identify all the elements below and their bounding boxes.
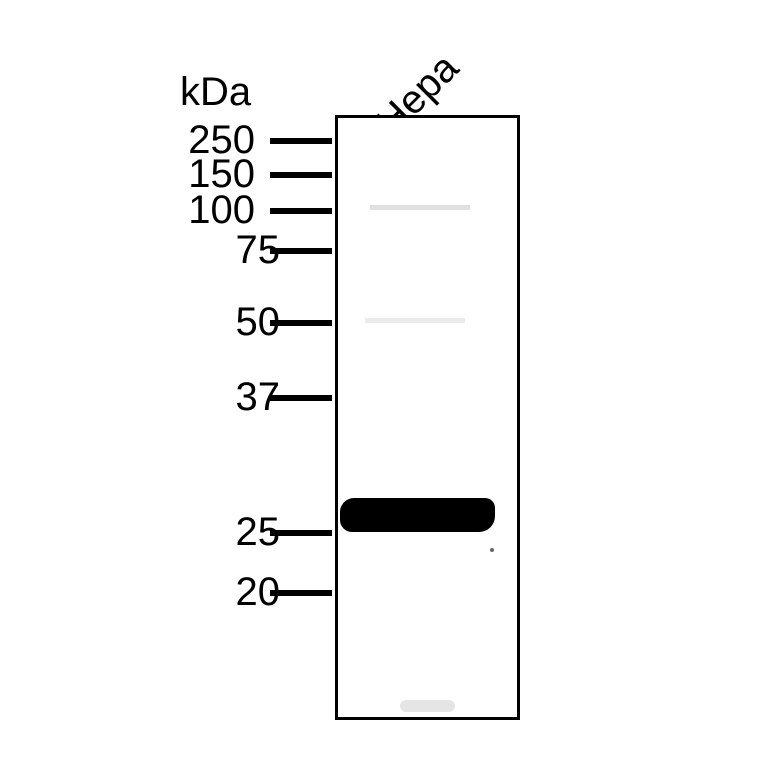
- marker-label: 20: [190, 570, 280, 615]
- axis-unit-label: kDa: [180, 70, 251, 115]
- marker-tick: [270, 530, 332, 536]
- protein-band-faint: [365, 318, 465, 323]
- marker-tick: [270, 590, 332, 596]
- smudge: [400, 700, 455, 712]
- marker-tick: [270, 172, 332, 178]
- blot-figure: kDa Hepa 250 150 100 75 50 37 25 20: [0, 0, 764, 764]
- marker-label: 37: [190, 375, 280, 420]
- marker-tick: [270, 395, 332, 401]
- marker-label: 100: [165, 188, 255, 233]
- marker-tick: [270, 138, 332, 144]
- protein-band-faint: [370, 205, 470, 210]
- marker-label: 75: [190, 228, 280, 273]
- marker-tick: [270, 320, 332, 326]
- speck: [490, 548, 494, 552]
- protein-band-main: [340, 498, 495, 532]
- marker-tick: [270, 208, 332, 214]
- marker-tick: [270, 248, 332, 254]
- marker-label: 25: [190, 510, 280, 555]
- marker-label: 50: [190, 300, 280, 345]
